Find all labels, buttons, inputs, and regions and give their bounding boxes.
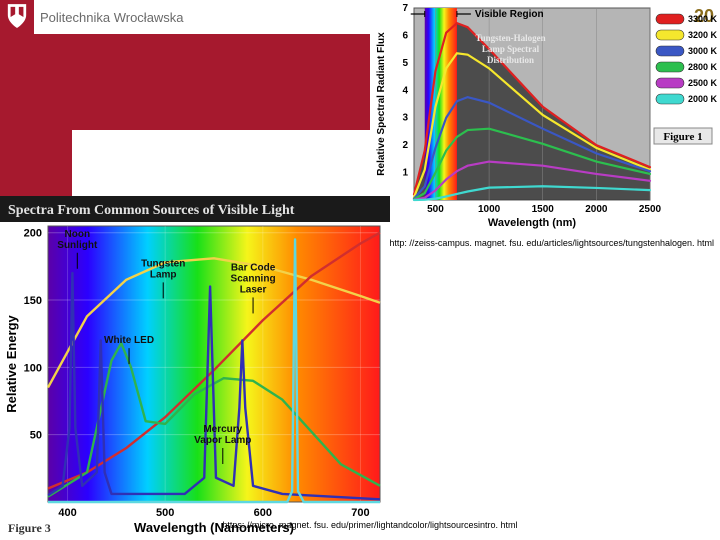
figure-3-visible-spectra: Spectra From Common Sources of Visible L… — [0, 196, 390, 540]
svg-text:Spectra From Common Sources of: Spectra From Common Sources of Visible L… — [8, 203, 295, 218]
red-band-small — [0, 130, 72, 196]
svg-text:7: 7 — [402, 3, 408, 14]
svg-text:6: 6 — [402, 30, 408, 41]
svg-text:Mercury: Mercury — [203, 424, 242, 435]
svg-text:Vapor Lamp: Vapor Lamp — [194, 435, 251, 446]
svg-text:Bar Code: Bar Code — [231, 262, 276, 273]
svg-text:1500: 1500 — [532, 204, 555, 215]
svg-text:White LED: White LED — [104, 335, 154, 346]
figure-1-tungsten-halogen: 500 1000 1500 2000 2500 1 2 3 4 5 6 7 Wavelength (nm… — [370, 0, 720, 230]
svg-text:Relative Spectral Radiant Flux: Relative Spectral Radiant Flux — [376, 32, 387, 176]
svg-text:Tungsten: Tungsten — [141, 258, 185, 269]
svg-text:2000: 2000 — [585, 204, 608, 215]
svg-text:200: 200 — [24, 228, 42, 240]
svg-text:Lamp: Lamp — [150, 269, 177, 280]
svg-text:Figure 1: Figure 1 — [663, 131, 702, 143]
figure-1-citation: http: //zeiss-campus. magnet. fsu. edu/a… — [384, 238, 714, 250]
svg-text:100: 100 — [24, 362, 42, 374]
svg-text:2800 K: 2800 K — [688, 62, 718, 72]
svg-text:50: 50 — [30, 430, 42, 442]
svg-text:400: 400 — [58, 507, 76, 519]
svg-text:5: 5 — [402, 58, 408, 69]
svg-text:4: 4 — [402, 85, 408, 96]
svg-text:2500 K: 2500 K — [688, 78, 718, 88]
svg-text:600: 600 — [254, 507, 272, 519]
svg-text:Laser: Laser — [240, 284, 267, 295]
svg-text:Scanning: Scanning — [231, 273, 276, 284]
svg-text:Relative Energy: Relative Energy — [4, 314, 19, 412]
svg-text:3: 3 — [402, 113, 408, 124]
svg-text:500: 500 — [427, 204, 444, 215]
svg-text:Sunlight: Sunlight — [57, 240, 98, 251]
svg-text:2000 K: 2000 K — [688, 94, 718, 104]
svg-text:2: 2 — [402, 140, 408, 151]
svg-text:Tungsten-Halogen: Tungsten-Halogen — [475, 33, 545, 43]
svg-text:Lamp Spectral: Lamp Spectral — [482, 44, 540, 54]
svg-text:Distribution: Distribution — [487, 55, 534, 65]
svg-text:Noon: Noon — [65, 229, 91, 240]
svg-text:3200 K: 3200 K — [688, 30, 718, 40]
svg-text:1000: 1000 — [478, 204, 501, 215]
svg-text:1: 1 — [402, 168, 408, 179]
svg-text:3300 K: 3300 K — [688, 14, 718, 24]
svg-text:3000 K: 3000 K — [688, 46, 718, 56]
svg-text:700: 700 — [351, 507, 369, 519]
svg-text:Visible Region: Visible Region — [475, 9, 544, 20]
svg-text:2500: 2500 — [639, 204, 662, 215]
university-crest-icon — [0, 0, 34, 34]
svg-text:Wavelength (nm): Wavelength (nm) — [488, 217, 577, 229]
header: Politechnika Wrocławska — [0, 0, 370, 34]
svg-text:150: 150 — [24, 295, 42, 307]
university-name: Politechnika Wrocławska — [40, 10, 184, 25]
svg-text:Figure 3: Figure 3 — [8, 521, 51, 535]
figure-1-svg: 500 1000 1500 2000 2500 1 2 3 4 5 6 7 Wavelength (nm… — [370, 0, 720, 230]
svg-text:500: 500 — [156, 507, 174, 519]
figure-3-citation: https: //micro. magnet. fsu. edu/primer/… — [180, 520, 560, 530]
red-band-large — [0, 34, 370, 130]
figure-3-svg: Spectra From Common Sources of Visible L… — [0, 196, 390, 540]
